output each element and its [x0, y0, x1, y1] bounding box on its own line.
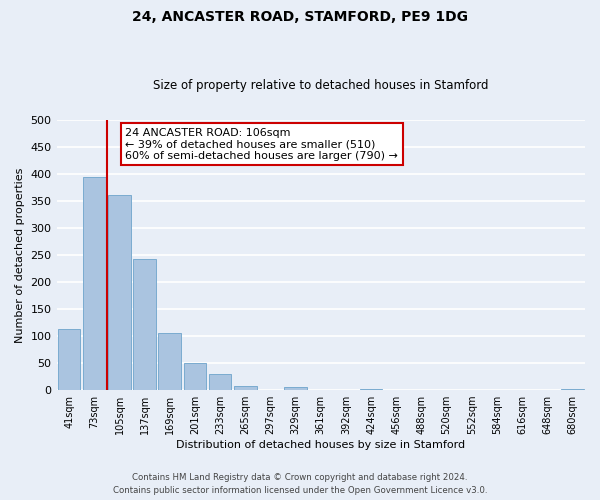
Text: 24, ANCASTER ROAD, STAMFORD, PE9 1DG: 24, ANCASTER ROAD, STAMFORD, PE9 1DG	[132, 10, 468, 24]
Bar	[234, 386, 257, 390]
Bar	[209, 374, 232, 390]
Text: 24 ANCASTER ROAD: 106sqm
← 39% of detached houses are smaller (510)
60% of semi-: 24 ANCASTER ROAD: 106sqm ← 39% of detach…	[125, 128, 398, 161]
X-axis label: Distribution of detached houses by size in Stamford: Distribution of detached houses by size …	[176, 440, 466, 450]
Bar	[58, 330, 80, 390]
Y-axis label: Number of detached properties: Number of detached properties	[15, 167, 25, 342]
Bar	[284, 388, 307, 390]
Text: Contains HM Land Registry data © Crown copyright and database right 2024.
Contai: Contains HM Land Registry data © Crown c…	[113, 474, 487, 495]
Bar	[108, 196, 131, 390]
Bar	[133, 258, 156, 390]
Bar	[158, 334, 181, 390]
Bar	[561, 389, 584, 390]
Bar	[360, 389, 382, 390]
Bar	[83, 178, 106, 390]
Bar	[184, 363, 206, 390]
Title: Size of property relative to detached houses in Stamford: Size of property relative to detached ho…	[153, 79, 488, 92]
